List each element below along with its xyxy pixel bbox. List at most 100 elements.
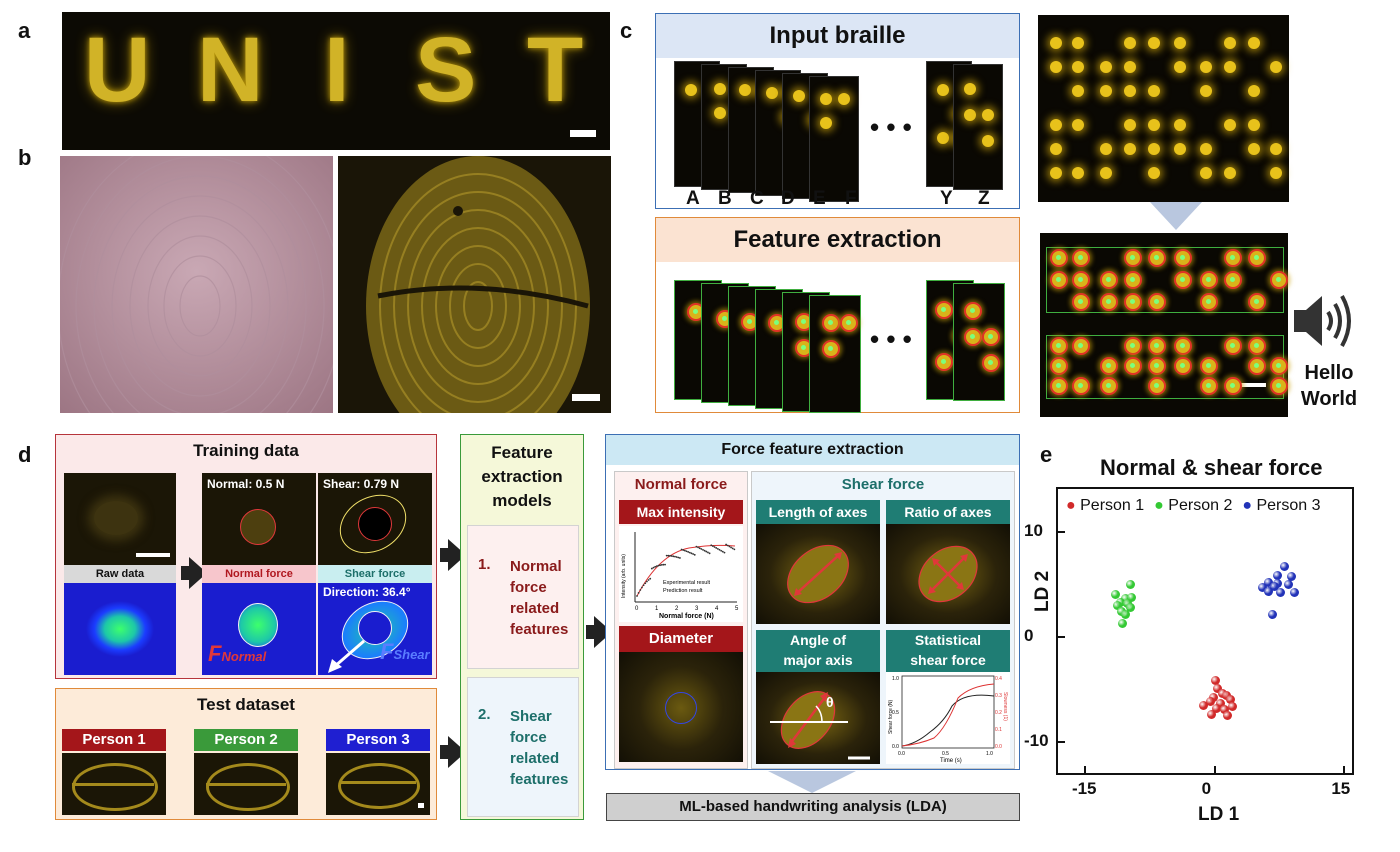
letter-d: D bbox=[781, 188, 795, 209]
braille-dot bbox=[1248, 37, 1260, 49]
braille-dot-detected bbox=[1248, 293, 1266, 311]
braille-dot bbox=[1200, 61, 1212, 73]
braille-dot bbox=[1200, 85, 1212, 97]
braille-dot bbox=[1100, 167, 1112, 179]
max-intensity-plot: Intensity (arb. units) Normal force (N) … bbox=[619, 526, 743, 622]
mini-point bbox=[698, 547, 701, 550]
shear-force-heatmap: Direction: 36.4° FShear bbox=[318, 583, 432, 675]
scatter-point-person-3 bbox=[1289, 587, 1299, 597]
braille-dot bbox=[1200, 143, 1212, 155]
braille-dot-detected bbox=[1248, 357, 1266, 375]
braille-dot bbox=[1072, 119, 1084, 131]
diameter-image bbox=[619, 652, 743, 762]
mini-ylabel: Intensity (arb. units) bbox=[621, 554, 627, 598]
mini-point bbox=[705, 550, 708, 553]
scale-bar-b bbox=[572, 394, 600, 401]
braille-dot bbox=[1148, 167, 1160, 179]
mini-point bbox=[647, 579, 650, 581]
model1-number: 1. bbox=[478, 556, 491, 573]
panel-a-image: U N I S T bbox=[62, 12, 610, 150]
mini-point bbox=[720, 549, 723, 552]
mini-xtick: 3 bbox=[695, 606, 699, 612]
mini-point bbox=[672, 555, 675, 558]
letter-n: N bbox=[197, 19, 264, 121]
braille-dot bbox=[1124, 85, 1136, 97]
braille-dot bbox=[1072, 167, 1084, 179]
person-2-tag: Person 2 bbox=[194, 729, 298, 751]
mini-point bbox=[730, 546, 732, 549]
scatter-point-person-1 bbox=[1205, 696, 1215, 706]
mini-xtick: 0 bbox=[635, 606, 639, 612]
mini-point bbox=[677, 556, 680, 559]
mini-point bbox=[723, 551, 726, 554]
mini-xtick: 5 bbox=[735, 606, 739, 612]
chart-title: Normal & shear force bbox=[1100, 455, 1323, 480]
braille-dot bbox=[1224, 61, 1236, 73]
braille-raw-image bbox=[1038, 15, 1289, 202]
scatter-point-person-3 bbox=[1263, 586, 1273, 596]
letter-y: Y bbox=[940, 188, 953, 209]
person-1-tag: Person 1 bbox=[62, 729, 166, 751]
scatter-point-person-2 bbox=[1120, 609, 1130, 619]
stat-ytick-right: 0.2 bbox=[995, 710, 1002, 716]
mini-point bbox=[695, 545, 698, 548]
scatter-point-person-2 bbox=[1113, 601, 1123, 611]
mini-point bbox=[652, 566, 655, 569]
braille-dot bbox=[1174, 37, 1186, 49]
braille-dot-detected bbox=[1200, 271, 1218, 289]
letter-s: S bbox=[415, 19, 477, 121]
braille-dot-detected bbox=[1224, 377, 1242, 395]
ratio-axes-tag: Ratio of axes bbox=[886, 500, 1010, 524]
braille-dot bbox=[1050, 143, 1062, 155]
mini-point bbox=[639, 589, 642, 591]
mini-point bbox=[662, 563, 665, 566]
ratio-axes-image bbox=[886, 524, 1010, 624]
speaker-icon bbox=[1292, 292, 1362, 357]
stat-shear-tag: Statistical shear force bbox=[886, 630, 1010, 672]
raw-data-image bbox=[64, 473, 176, 565]
scatter-point-person-1 bbox=[1209, 692, 1219, 702]
down-arrow bbox=[1150, 202, 1202, 230]
speech-output: Hello World bbox=[1294, 360, 1364, 412]
stat-xlabel: Time (s) bbox=[940, 758, 962, 764]
mini-point bbox=[670, 555, 673, 557]
input-braille-title: Input braille bbox=[656, 14, 1019, 58]
braille-dot-detected bbox=[1050, 249, 1068, 267]
y-tick-mark bbox=[1058, 636, 1065, 639]
mini-point bbox=[697, 546, 699, 549]
braille-dot bbox=[1224, 119, 1236, 131]
scatter-point-person-1 bbox=[1216, 699, 1226, 709]
braille-dot bbox=[1050, 61, 1062, 73]
mini-point bbox=[718, 548, 721, 551]
letter-u: U bbox=[84, 19, 151, 121]
person-3-tag: Person 3 bbox=[326, 729, 430, 751]
braille-dot-detected bbox=[1100, 377, 1118, 395]
mini-point bbox=[642, 584, 645, 587]
scale-bar bbox=[570, 130, 596, 137]
model2-text: Shear force related features bbox=[510, 708, 569, 788]
scatter-point-person-1 bbox=[1198, 701, 1208, 711]
braille-dot bbox=[1148, 85, 1160, 97]
braille-frame bbox=[953, 64, 1003, 190]
legend-item-person-1: ● Person 1 bbox=[1066, 497, 1145, 514]
shear-force-image: Shear: 0.79 N bbox=[318, 473, 432, 565]
braille-dot bbox=[1270, 61, 1282, 73]
model1-text: Normal force related features bbox=[510, 558, 569, 638]
legend-item-person-2: ● Person 2 bbox=[1154, 497, 1233, 514]
lda-plot-area: ● Person 1 ● Person 2 ● Person 3 bbox=[1056, 487, 1354, 775]
braille-dot-detected bbox=[1174, 337, 1192, 355]
braille-dot bbox=[1124, 143, 1136, 155]
scatter-point-person-1 bbox=[1210, 675, 1220, 685]
stat-ytick-right: 0.0 bbox=[995, 744, 1002, 750]
angle-axis-tag: Angle of major axis bbox=[756, 630, 880, 672]
panel-label-e: e bbox=[1040, 442, 1053, 467]
model-shear-card: 2. Shear force related features bbox=[467, 677, 579, 817]
braille-dot-detected bbox=[1072, 271, 1090, 289]
mini-point bbox=[655, 565, 658, 568]
scatter-point-person-3 bbox=[1269, 582, 1279, 592]
feature-extraction-box: Feature extraction • • • bbox=[655, 217, 1020, 413]
normal-force-image: Normal: 0.5 N bbox=[202, 473, 316, 565]
scatter-point-person-1 bbox=[1225, 694, 1235, 704]
braille-dot-detected bbox=[1100, 271, 1118, 289]
mini-point bbox=[690, 552, 693, 555]
